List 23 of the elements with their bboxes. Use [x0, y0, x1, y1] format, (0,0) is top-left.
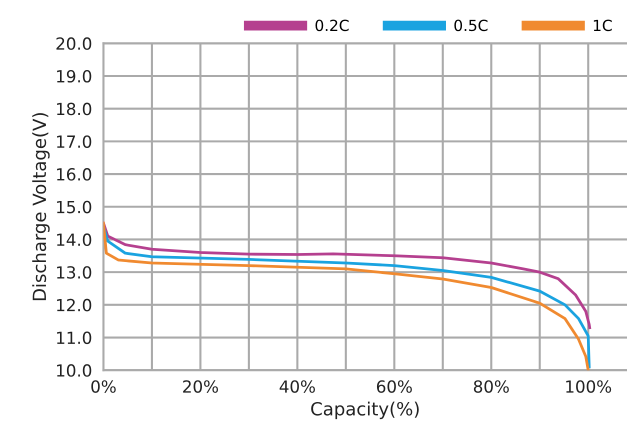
- y-tick-label: 11.0: [57, 331, 92, 344]
- y-tick-label: 17.0: [57, 135, 92, 148]
- x-tick-label: 100%: [566, 380, 612, 393]
- y-tick-label: 15.0: [57, 200, 92, 214]
- y-tick-label: 18.0: [57, 102, 92, 116]
- line-series: [103, 222, 592, 330]
- x-tick-label: 0%: [91, 380, 116, 393]
- y-tick-label: 12.0: [57, 298, 92, 312]
- x-tick-label: 40%: [280, 380, 315, 393]
- y-tick-label: 16.0: [57, 168, 92, 181]
- x-tick-label: 20%: [183, 380, 218, 393]
- legend-label: 0.5C: [454, 20, 488, 32]
- y-tick-label: 10.0: [57, 364, 92, 377]
- legend-label: 1C: [594, 20, 612, 32]
- x-tick-label: 60%: [376, 380, 412, 393]
- y-tick-label: 13.0: [57, 266, 92, 279]
- x-axis-title: Capacity(%): [311, 402, 419, 420]
- y-tick-label: 19.0: [57, 70, 92, 83]
- y-tick-label: 20.0: [56, 37, 92, 50]
- y-axis-title: Discharge Voltage(V): [32, 113, 50, 300]
- x-tick-label: 80%: [474, 380, 509, 393]
- legend-label: 0.2C: [316, 20, 349, 32]
- y-tick-label: 14.0: [57, 233, 92, 246]
